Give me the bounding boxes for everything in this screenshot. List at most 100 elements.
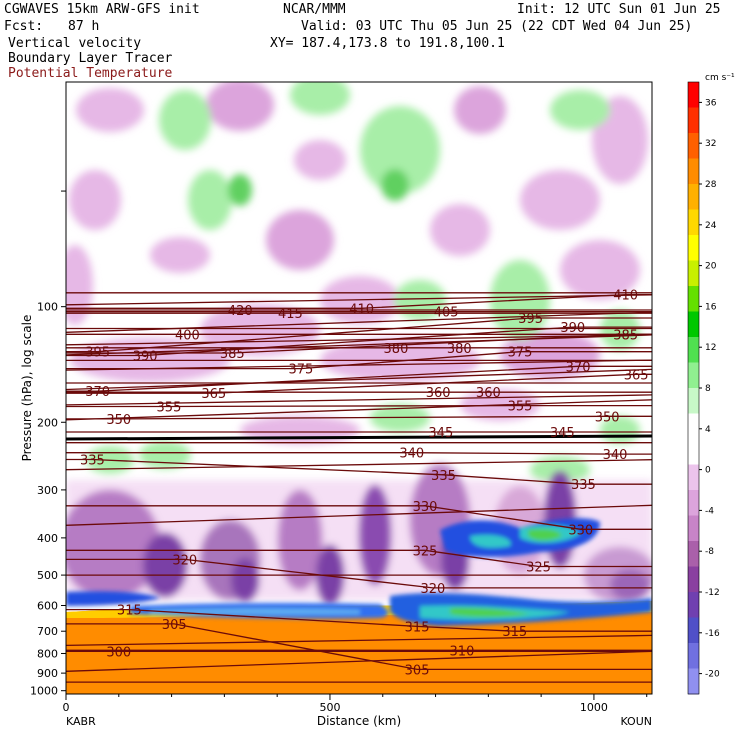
- theta-contour-305: [66, 623, 652, 671]
- theta-label: 320: [172, 553, 197, 568]
- y-axis-title: Pressure (hPa), log scale: [20, 315, 34, 462]
- colorbar-tick-label: 20: [705, 262, 717, 272]
- theta-label: 385: [220, 347, 245, 362]
- plot-frame: [65, 81, 653, 695]
- colorbar-swatch: [688, 82, 699, 108]
- colorbar-swatch: [688, 515, 699, 542]
- theta-contour-unlabeled: [66, 634, 652, 647]
- field-potential-temperature: Potential Temperature: [8, 66, 173, 81]
- colorbar-tick-label: 28: [705, 180, 717, 190]
- colorbar-tick-label: -20: [705, 670, 720, 680]
- colorbar-swatch: [688, 133, 699, 159]
- theta-label: 410: [613, 289, 638, 304]
- theta-label: 320: [420, 582, 445, 597]
- theta-contour-unlabeled: [66, 504, 652, 526]
- y-tick-label: 800: [37, 647, 58, 660]
- x-endpoint-right: KOUN: [620, 715, 652, 728]
- init-time: Init: 12 UTC Sun 01 Jun 25: [517, 2, 721, 17]
- colorbar-tick-label: -12: [705, 588, 720, 598]
- colorbar-swatch: [688, 541, 699, 567]
- boundary-layer-tracer: [66, 601, 652, 694]
- colorbar-tick-label: -16: [705, 629, 720, 639]
- theta-contour-370: [66, 365, 652, 392]
- theta-label: 325: [413, 544, 438, 559]
- theta-label: 390: [133, 349, 158, 364]
- colorbar-swatch: [688, 235, 699, 261]
- theta-label: 310: [450, 644, 475, 659]
- colorbar-swatch: [688, 668, 699, 695]
- theta-label: 330: [413, 500, 438, 515]
- colorbar-tick-label: 8: [705, 384, 711, 394]
- colorbar-swatch: [688, 413, 699, 440]
- theta-label: 355: [508, 400, 533, 415]
- theta-label: 330: [568, 523, 593, 538]
- x-endpoint-left: KABR: [66, 715, 96, 728]
- run-title: CGWAVES 15km ARW-GFS init: [4, 2, 200, 17]
- field-vertical-velocity: Vertical velocity: [8, 36, 142, 51]
- colorbar-tick-label: 4: [705, 425, 711, 435]
- theta-label: 360: [476, 386, 501, 401]
- y-tick-label: 500: [37, 569, 58, 582]
- theta-label: 370: [85, 385, 110, 400]
- forecast-label: Fcst:: [4, 19, 44, 34]
- theta-labels: 420 415 410 405 410 400 395 390 385 375 380 380 375 3…: [80, 289, 649, 679]
- colorbar-unit: cm s⁻¹: [705, 73, 735, 83]
- colorbar-tick-label: 16: [705, 302, 717, 312]
- theta-label: 400: [175, 328, 200, 343]
- theta-label: 385: [613, 328, 638, 343]
- colorbar-swatch: [688, 184, 699, 210]
- theta-label: 335: [431, 469, 456, 484]
- x-tick-label: 0: [63, 701, 70, 714]
- theta-contour-unlabeled: [66, 394, 652, 406]
- theta-contour-335: [66, 458, 652, 485]
- colorbar-swatch: [688, 337, 699, 363]
- colorbar-swatch: [688, 311, 699, 338]
- colorbar-tick-label: 36: [705, 98, 717, 108]
- x-tick-label: 1000: [580, 701, 608, 714]
- theta-contour-315: [66, 608, 652, 632]
- theta-label: 345: [428, 426, 453, 441]
- theta-label: 340: [399, 447, 424, 462]
- colorbar-tick-label: 12: [705, 343, 716, 353]
- valid-time: Valid: 03 UTC Thu 05 Jun 25 (22 CDT Wed …: [301, 19, 693, 34]
- theta-label: 340: [603, 448, 628, 463]
- x-axis: 0 500 1000: [63, 694, 648, 714]
- x-axis-title: Distance (km): [317, 714, 401, 728]
- y-tick-label: 900: [37, 667, 58, 680]
- tropopause-line: [66, 434, 652, 441]
- colorbar-tick-label: 32: [705, 139, 716, 149]
- theta-label: 375: [508, 346, 533, 361]
- y-tick-label: 600: [37, 600, 58, 613]
- theta-label: 315: [117, 604, 142, 619]
- theta-contour-330: [66, 505, 652, 530]
- colorbar: 36 32 28 24 20 16 12 8 4 0 -4 -8 -12 -16 -20: [687, 81, 720, 695]
- colorbar-swatch: [688, 388, 699, 414]
- theta-label: 375: [289, 363, 314, 378]
- colorbar-tick-label: -4: [705, 506, 714, 516]
- colorbar-swatch: [688, 464, 699, 491]
- colorbar-swatch: [688, 158, 699, 185]
- theta-contours: [66, 292, 652, 683]
- theta-label: 360: [426, 386, 451, 401]
- theta-label: 315: [405, 620, 430, 635]
- colorbar-swatch: [688, 260, 699, 287]
- y-tick-label: 400: [37, 532, 58, 545]
- theta-contour-unlabeled: [66, 334, 652, 356]
- theta-label: 335: [80, 453, 105, 468]
- cross-section-endpoints: XY= 187.4,173.8 to 191.8,100.1: [270, 36, 505, 51]
- theta-label: 315: [502, 625, 527, 640]
- y-tick-label: 700: [37, 625, 58, 638]
- theta-label: 380: [447, 342, 472, 357]
- theta-contour-unlabeled: [66, 334, 652, 346]
- theta-label: 345: [550, 426, 575, 441]
- theta-contour-unlabeled: [66, 399, 652, 421]
- tracer-plumes: [66, 518, 652, 626]
- theta-contour-325: [66, 549, 652, 568]
- theta-label: 355: [157, 401, 182, 416]
- field-boundary-layer-tracer: Boundary Layer Tracer: [8, 51, 173, 66]
- colorbar-swatch: [688, 566, 699, 593]
- theta-contour-unlabeled: [66, 368, 652, 391]
- theta-label: 410: [349, 302, 374, 317]
- y-axis: 100 200 300 400 500 600 700 800 900 1000: [30, 190, 66, 698]
